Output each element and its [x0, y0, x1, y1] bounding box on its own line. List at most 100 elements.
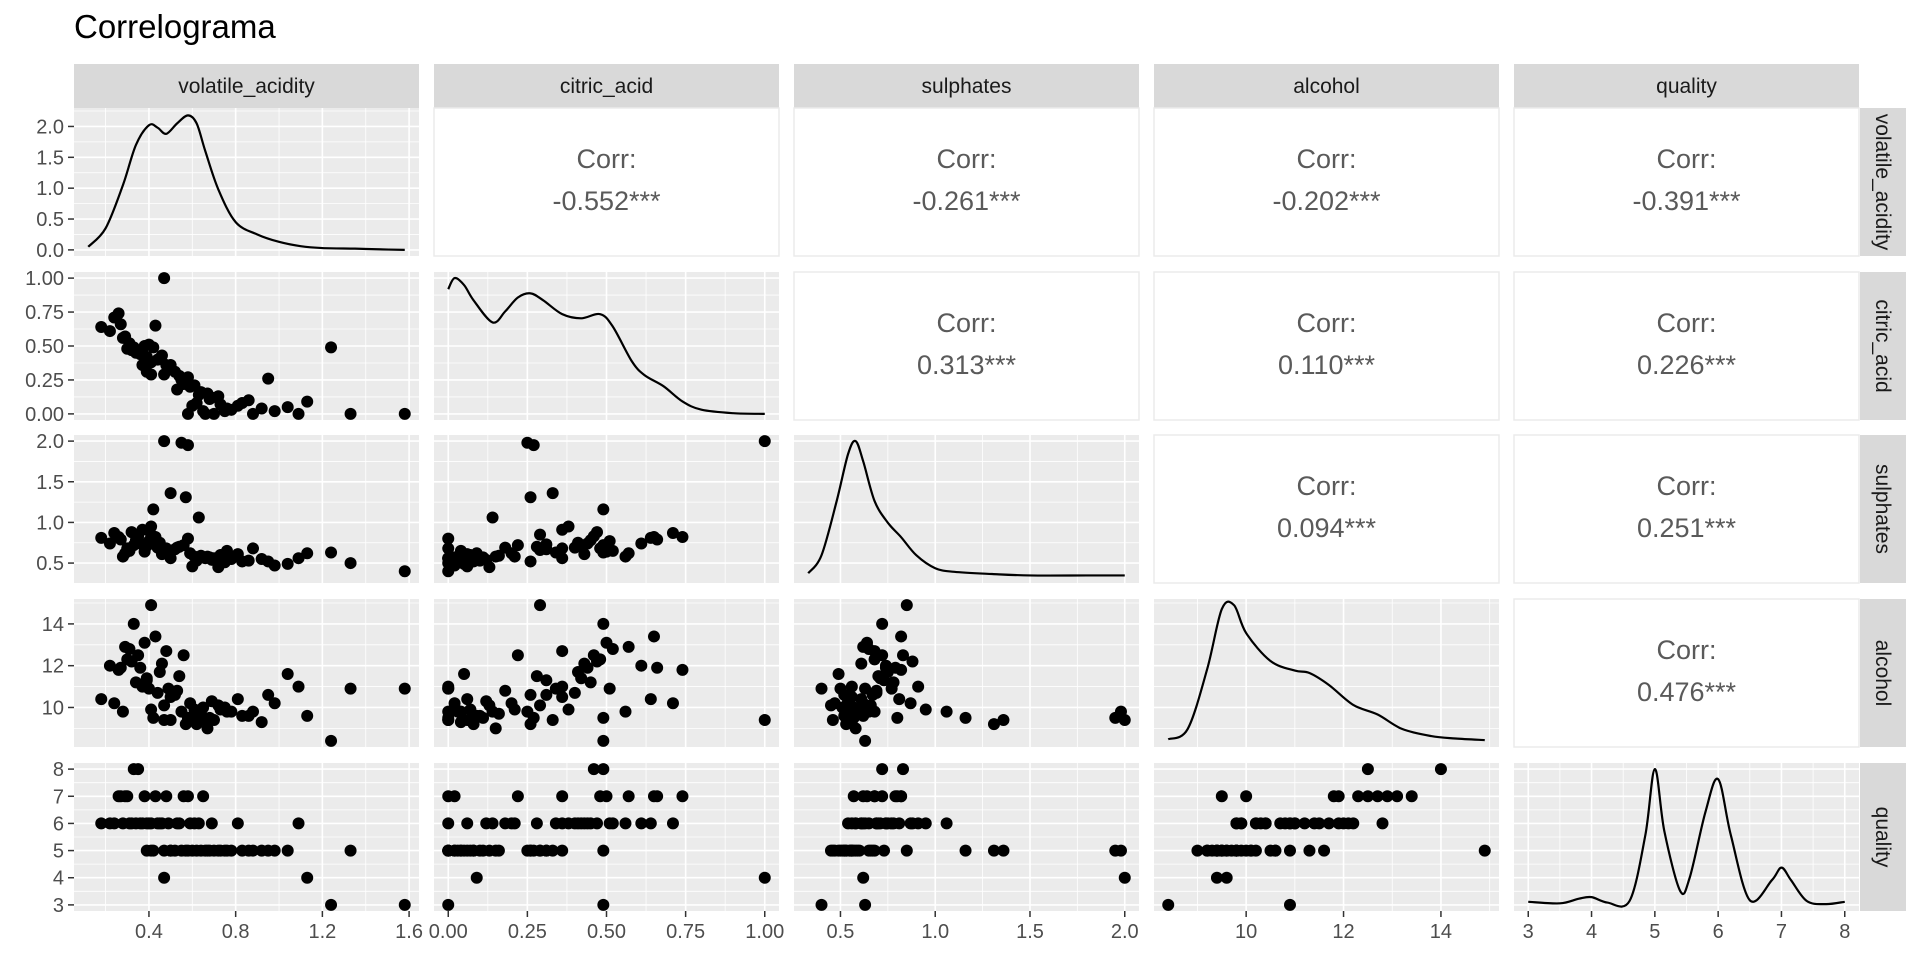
scatter-point — [201, 387, 214, 400]
chart-title: Correlograma — [74, 8, 276, 45]
scatter-point — [442, 790, 455, 803]
row-strip-label: sulphates — [1871, 464, 1894, 554]
scatter-point — [458, 668, 471, 681]
correlation-panel — [793, 271, 1140, 421]
density-line — [87, 114, 405, 251]
column-strip-label: volatile_acidity — [178, 75, 315, 98]
panel-quality-alcohol — [1154, 763, 1499, 911]
x-tick-label: 1.6 — [395, 921, 423, 943]
scatter-point — [158, 272, 171, 285]
scatter-point — [116, 705, 129, 718]
corr-value: 0.110*** — [1278, 350, 1376, 380]
scatter-point — [832, 668, 845, 681]
scatter-point — [568, 817, 581, 830]
scatter-point — [758, 714, 771, 727]
scatter-point — [140, 672, 153, 685]
scatter-point — [173, 817, 186, 830]
scatter-point — [292, 680, 305, 693]
scatter-point — [214, 844, 227, 857]
scatter-point — [473, 554, 486, 567]
y-tick-label: 12 — [42, 656, 64, 678]
scatter-point — [292, 552, 305, 565]
scatter-point — [556, 542, 569, 555]
scatter-point — [301, 709, 314, 722]
scatter-point — [268, 405, 281, 418]
panel-background — [74, 108, 419, 256]
scatter-point — [114, 318, 127, 331]
panel-sulphates-sulphates — [794, 435, 1139, 583]
scatter-point — [344, 407, 357, 420]
corr-label: Corr: — [1297, 308, 1357, 338]
y-tick-label: 4 — [53, 868, 64, 890]
scatter-point — [398, 407, 411, 420]
scatter-point — [534, 699, 547, 712]
row-strip-label: quality — [1871, 807, 1894, 868]
scatter-point — [281, 844, 294, 857]
scatter-point — [473, 844, 486, 857]
scatter-point — [581, 817, 594, 830]
scatter-point — [919, 703, 932, 716]
scatter-point — [125, 526, 138, 539]
scatter-point — [524, 688, 537, 701]
x-tick-label: 4 — [1586, 921, 1597, 943]
scatter-point — [1118, 714, 1131, 727]
scatter-point — [644, 531, 657, 544]
y-tick-label: 0.75 — [25, 302, 64, 324]
correlation-panel — [1513, 598, 1860, 748]
scatter-point — [511, 539, 524, 552]
scatter-point — [906, 817, 919, 830]
correlation-panel — [793, 107, 1140, 257]
x-tick-label: 1.2 — [308, 921, 336, 943]
scatter-point — [847, 790, 860, 803]
scatter-point — [192, 511, 205, 524]
scatter-point — [524, 491, 537, 504]
y-tick-label: 7 — [53, 786, 64, 808]
column-strip — [434, 64, 779, 108]
scatter-point — [344, 844, 357, 857]
scatter-point — [562, 520, 575, 533]
scatter-point — [1391, 790, 1404, 803]
correlation-panel — [1153, 434, 1500, 584]
scatter-point — [292, 407, 305, 420]
scatter-point — [919, 817, 932, 830]
scatter-point — [242, 709, 255, 722]
scatter-point — [828, 844, 841, 857]
corr-label: Corr: — [1297, 144, 1357, 174]
scatter-point — [1220, 871, 1233, 884]
scatter-point — [893, 693, 906, 706]
scatter-point — [197, 405, 210, 418]
x-tick-label: 12 — [1332, 921, 1354, 943]
scatter-point — [164, 714, 177, 727]
panel-sulphates-citric_acid — [434, 435, 779, 583]
scatter-point — [597, 711, 610, 724]
scatter-point — [597, 617, 610, 630]
scatter-point — [676, 663, 689, 676]
scatter-point — [1352, 790, 1365, 803]
scatter-point — [581, 661, 594, 674]
scatter-point — [904, 697, 917, 710]
corr-value: 0.226*** — [1637, 350, 1737, 380]
scatter-point — [1478, 844, 1491, 857]
corr-value: 0.251*** — [1637, 513, 1737, 543]
scatter-point — [486, 511, 499, 524]
scatter-point — [201, 722, 214, 735]
corr-label: Corr: — [1657, 471, 1717, 501]
scatter-point — [857, 871, 870, 884]
scatter-point — [268, 697, 281, 710]
scatter-point — [112, 307, 125, 320]
scatter-point — [666, 526, 679, 539]
scatter-point — [1210, 844, 1223, 857]
scatter-point — [1405, 790, 1418, 803]
corr-label: Corr: — [1657, 308, 1717, 338]
scatter-point — [119, 640, 132, 653]
scatter-point — [205, 817, 218, 830]
scatter-point — [885, 682, 898, 695]
scatter-point — [849, 844, 862, 857]
scatter-point — [398, 682, 411, 695]
x-tick-label: 3 — [1523, 921, 1534, 943]
scatter-point — [891, 711, 904, 724]
scatter-point — [184, 697, 197, 710]
scatter-point — [461, 817, 474, 830]
scatter-point — [149, 790, 162, 803]
row-strip — [1860, 108, 1906, 256]
